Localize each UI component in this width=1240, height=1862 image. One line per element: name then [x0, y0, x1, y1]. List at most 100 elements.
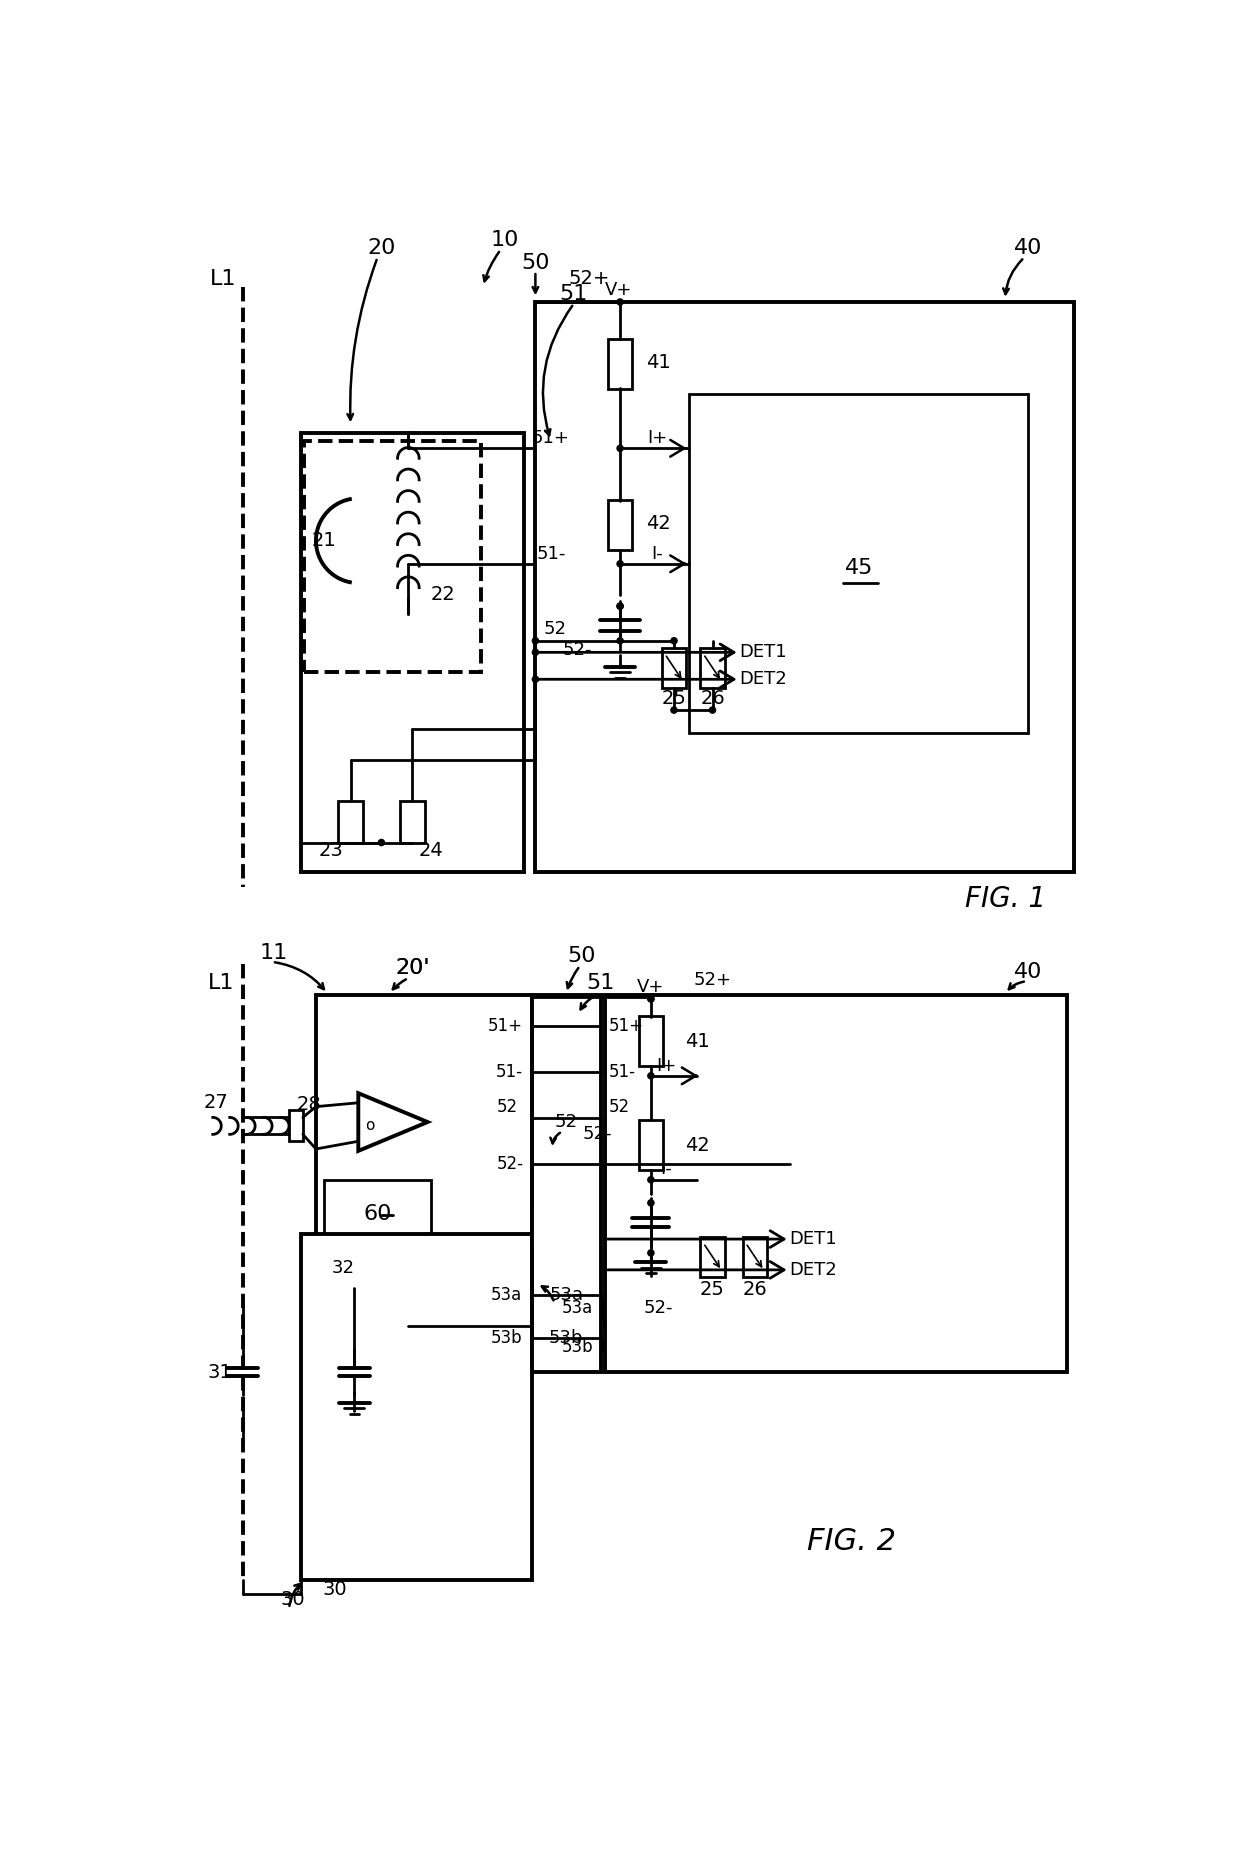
- Text: L1: L1: [211, 268, 237, 289]
- Text: 51-: 51-: [495, 1063, 522, 1082]
- Bar: [532, 994, 601, 1372]
- Circle shape: [647, 1199, 653, 1207]
- Text: 26: 26: [701, 689, 725, 708]
- Text: 51: 51: [587, 974, 615, 994]
- Text: 25: 25: [701, 1279, 725, 1298]
- Circle shape: [618, 603, 624, 609]
- Text: 50: 50: [521, 253, 549, 274]
- Circle shape: [647, 1249, 653, 1257]
- Circle shape: [618, 637, 624, 644]
- Bar: [701, 648, 725, 687]
- Text: 20': 20': [396, 959, 429, 978]
- Text: L1: L1: [208, 974, 234, 994]
- Circle shape: [709, 708, 715, 713]
- Text: 27: 27: [203, 1093, 228, 1112]
- Bar: [304, 441, 481, 672]
- Text: 30: 30: [280, 1590, 305, 1609]
- Bar: [399, 801, 424, 843]
- Text: 53a: 53a: [491, 1287, 522, 1303]
- Text: DET1: DET1: [739, 644, 787, 661]
- Text: DET2: DET2: [739, 670, 787, 689]
- Circle shape: [618, 560, 624, 566]
- Text: I-: I-: [651, 546, 663, 562]
- Circle shape: [671, 637, 677, 644]
- Text: 26: 26: [743, 1279, 768, 1298]
- Circle shape: [647, 996, 653, 1002]
- Bar: [639, 1017, 663, 1067]
- Text: V+: V+: [605, 281, 632, 300]
- Circle shape: [647, 996, 653, 1002]
- Circle shape: [618, 300, 624, 305]
- Text: 20: 20: [367, 238, 396, 259]
- Text: 53a: 53a: [562, 1300, 594, 1318]
- Bar: [689, 395, 1028, 734]
- Text: FIG. 1: FIG. 1: [965, 884, 1045, 912]
- Text: 30: 30: [322, 1581, 347, 1599]
- Text: 51: 51: [559, 285, 588, 304]
- Text: 51+: 51+: [487, 1017, 522, 1035]
- Text: 28: 28: [296, 1095, 321, 1113]
- Text: DET1: DET1: [790, 1231, 837, 1248]
- Circle shape: [378, 840, 384, 845]
- Bar: [339, 801, 363, 843]
- Circle shape: [671, 708, 677, 713]
- Text: 51-: 51-: [536, 546, 565, 562]
- Circle shape: [618, 445, 624, 451]
- Text: 41: 41: [686, 1032, 711, 1050]
- Text: 42: 42: [646, 514, 671, 533]
- Text: 24: 24: [419, 842, 444, 860]
- Bar: [536, 302, 1074, 871]
- Text: 53b: 53b: [549, 1329, 584, 1346]
- Bar: [289, 1110, 303, 1141]
- Circle shape: [618, 603, 624, 609]
- Text: 31: 31: [207, 1363, 232, 1382]
- Text: 52: 52: [609, 1097, 630, 1115]
- Text: 25: 25: [662, 689, 687, 708]
- Text: 52-: 52-: [644, 1300, 673, 1318]
- Text: V+: V+: [637, 978, 665, 996]
- Text: 52: 52: [496, 1097, 517, 1115]
- Text: 51+: 51+: [609, 1017, 644, 1035]
- Text: 53a: 53a: [549, 1287, 583, 1303]
- Text: 53b: 53b: [491, 1329, 522, 1346]
- Text: 52+: 52+: [569, 270, 610, 289]
- Bar: [662, 648, 686, 687]
- Text: 23: 23: [319, 842, 343, 860]
- Bar: [608, 501, 632, 551]
- Text: 52-: 52-: [583, 1125, 611, 1143]
- Text: 32: 32: [331, 1259, 355, 1277]
- Text: 40: 40: [1014, 963, 1043, 981]
- Text: 21: 21: [311, 531, 336, 549]
- Text: I+: I+: [656, 1058, 677, 1074]
- Circle shape: [532, 637, 538, 644]
- Text: 52+: 52+: [693, 970, 732, 989]
- Bar: [300, 432, 523, 871]
- Text: 52-: 52-: [497, 1156, 523, 1173]
- Text: DET2: DET2: [790, 1261, 837, 1279]
- Bar: [324, 1181, 432, 1249]
- Circle shape: [532, 676, 538, 681]
- Text: 20': 20': [396, 959, 429, 978]
- Bar: [701, 1236, 725, 1277]
- Text: 42: 42: [686, 1136, 711, 1154]
- Text: 51-: 51-: [609, 1063, 636, 1082]
- Text: I+: I+: [647, 430, 667, 447]
- Text: 10: 10: [490, 231, 518, 250]
- Bar: [639, 1121, 663, 1169]
- Bar: [605, 994, 1066, 1372]
- Circle shape: [647, 1177, 653, 1182]
- Bar: [743, 1236, 768, 1277]
- Circle shape: [532, 650, 538, 655]
- Bar: [300, 1235, 532, 1581]
- Text: 50: 50: [568, 946, 596, 966]
- Text: 41: 41: [646, 352, 671, 372]
- Text: o: o: [365, 1119, 374, 1134]
- Bar: [324, 1249, 386, 1289]
- Text: 22: 22: [430, 585, 455, 603]
- Text: FIG. 2: FIG. 2: [806, 1527, 895, 1557]
- Bar: [608, 339, 632, 389]
- Text: 51+: 51+: [532, 430, 569, 447]
- Text: I-: I-: [661, 1160, 672, 1179]
- Text: 11: 11: [259, 942, 288, 963]
- Text: 52: 52: [543, 620, 567, 639]
